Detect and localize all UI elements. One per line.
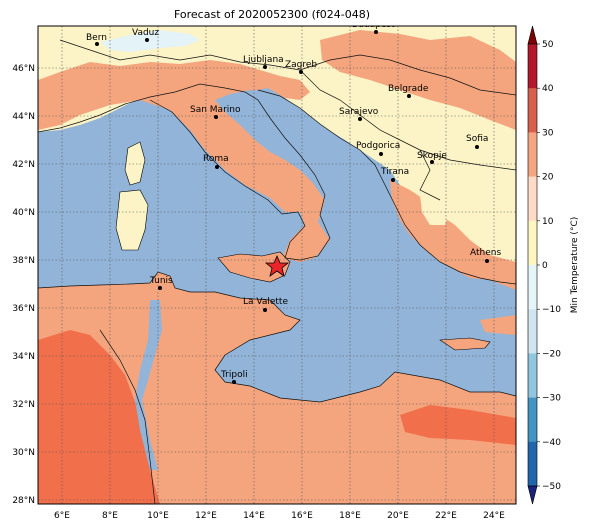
svg-text:Belgrade: Belgrade [388, 84, 429, 94]
svg-text:16°E: 16°E [291, 511, 313, 521]
forecast-location-star [264, 254, 290, 277]
city-roma: Roma [203, 154, 229, 169]
city-athens: Athens [470, 248, 501, 263]
svg-text:24°E: 24°E [483, 511, 505, 521]
city-belgrade: Belgrade [388, 84, 429, 98]
tunisia-cool-patch [135, 300, 162, 470]
corsica-island [124, 141, 146, 186]
x-axis-ticks: 6°E 8°E 10°E 12°E 14°E 16°E 18°E 20°E 22… [54, 511, 505, 521]
colorbar-tick-label: −30 [542, 394, 561, 404]
crete-island [439, 337, 491, 351]
colorbar-bin [528, 441, 537, 487]
svg-text:42°N: 42°N [12, 160, 35, 170]
colorbar-bin [528, 265, 537, 310]
colorbar-bin [528, 44, 537, 89]
svg-text:10°E: 10°E [147, 511, 169, 521]
svg-text:Skopje: Skopje [417, 151, 447, 161]
svg-text:34°N: 34°N [12, 352, 35, 362]
colorbar-tick-label: 50 [542, 40, 554, 50]
colorbar-bin [528, 353, 537, 398]
svg-text:Roma: Roma [203, 154, 229, 164]
svg-text:14°E: 14°E [243, 511, 265, 521]
southern-europe-warm-band [38, 60, 330, 262]
svg-text:18°E: 18°E [339, 511, 361, 521]
colorbar-tick-label: 10 [542, 217, 554, 227]
svg-text:Zagreb: Zagreb [285, 60, 317, 70]
city-san-marino: San Marino [190, 105, 241, 119]
city-tripoli: Tripoli [220, 370, 248, 384]
svg-text:22°E: 22°E [435, 511, 457, 521]
map-area: Bern Vaduz Budapest Ljubljana Zagreb Bel… [38, 20, 516, 504]
colorbar-bin [528, 88, 537, 133]
svg-text:30°N: 30°N [12, 448, 35, 458]
city-tunis: Tunis [149, 276, 173, 290]
svg-text:12°E: 12°E [195, 511, 217, 521]
city-bern: Bern [86, 33, 107, 46]
city-vaduz: Vaduz [132, 28, 159, 42]
colorbar-bin [528, 309, 537, 354]
svg-text:Bern: Bern [86, 33, 107, 43]
colorbar-extend-min [527, 485, 538, 505]
svg-text:Sarajevo: Sarajevo [339, 107, 379, 117]
svg-text:20°E: 20°E [387, 511, 409, 521]
city-sarajevo: Sarajevo [339, 107, 379, 121]
balkans-warm-patch [320, 30, 516, 130]
svg-text:Tunis: Tunis [149, 276, 173, 286]
svg-text:6°E: 6°E [54, 511, 70, 521]
svg-text:8°E: 8°E [102, 511, 118, 521]
svg-text:Athens: Athens [470, 248, 501, 258]
colorbar-tick-label: 30 [542, 128, 554, 138]
libya-hot-patch [400, 405, 516, 445]
colorbar-tick-label: −40 [542, 438, 561, 448]
colorbar-bin [528, 132, 537, 177]
colorbar-label: Min Temperature (°C) [570, 217, 580, 314]
turkey-warm-patch [480, 315, 516, 335]
svg-text:Budapest: Budapest [352, 20, 395, 30]
city-budapest: Budapest [352, 20, 395, 34]
svg-text:San Marino: San Marino [190, 105, 241, 115]
greece-cold-patch [420, 195, 450, 225]
colorbar-tick-label: 0 [542, 261, 548, 271]
city-zagreb: Zagreb [285, 60, 317, 74]
colorbar-extend-max [527, 25, 538, 45]
alps-cold-patch [100, 30, 200, 52]
colorbar-tick-label: −50 [542, 482, 561, 492]
y-axis-ticks: 28°N 30°N 32°N 34°N 36°N 38°N 40°N 42°N … [12, 64, 35, 506]
svg-text:32°N: 32°N [12, 400, 35, 410]
colorbar-tick-label: −20 [542, 349, 561, 359]
city-skopje: Skopje [417, 151, 447, 164]
svg-text:Ljubljana: Ljubljana [243, 55, 284, 65]
svg-text:44°N: 44°N [12, 112, 35, 122]
sahara-hot-region [38, 330, 160, 504]
map-title: Forecast of 2020052300 (f024-048) [174, 8, 370, 21]
sardinia-island [115, 189, 149, 251]
city-markers: Bern Vaduz Budapest Ljubljana Zagreb Bel… [86, 20, 501, 384]
svg-text:Podgorica: Podgorica [356, 141, 400, 151]
colorbar-bin [528, 220, 537, 266]
colorbar-bin [528, 176, 537, 222]
svg-text:36°N: 36°N [12, 304, 35, 314]
city-ljubljana: Ljubljana [243, 55, 284, 69]
svg-text:La Valette: La Valette [243, 297, 288, 307]
map-frame [37, 25, 517, 505]
colorbar: 50 40 30 20 10 0 −10 −20 −30 −40 −50 [527, 25, 561, 505]
svg-text:28°N: 28°N [12, 496, 35, 506]
colorbar-tick-label: −10 [542, 305, 561, 315]
colorbar-tick-label: 40 [542, 84, 554, 94]
svg-text:46°N: 46°N [12, 64, 35, 74]
svg-text:38°N: 38°N [12, 256, 35, 266]
svg-text:Sofia: Sofia [466, 134, 488, 144]
svg-text:Vaduz: Vaduz [132, 28, 159, 38]
colorbar-bin [528, 397, 537, 443]
city-sofia: Sofia [466, 134, 488, 149]
coastlines [38, 39, 516, 504]
svg-text:Tripoli: Tripoli [220, 370, 248, 380]
svg-text:40°N: 40°N [12, 208, 35, 218]
colorbar-tick-label: 20 [542, 173, 554, 183]
svg-text:Tirana: Tirana [380, 167, 409, 177]
city-tirana: Tirana [380, 167, 409, 182]
city-podgorica: Podgorica [356, 141, 400, 156]
city-la-valette: La Valette [243, 297, 288, 312]
